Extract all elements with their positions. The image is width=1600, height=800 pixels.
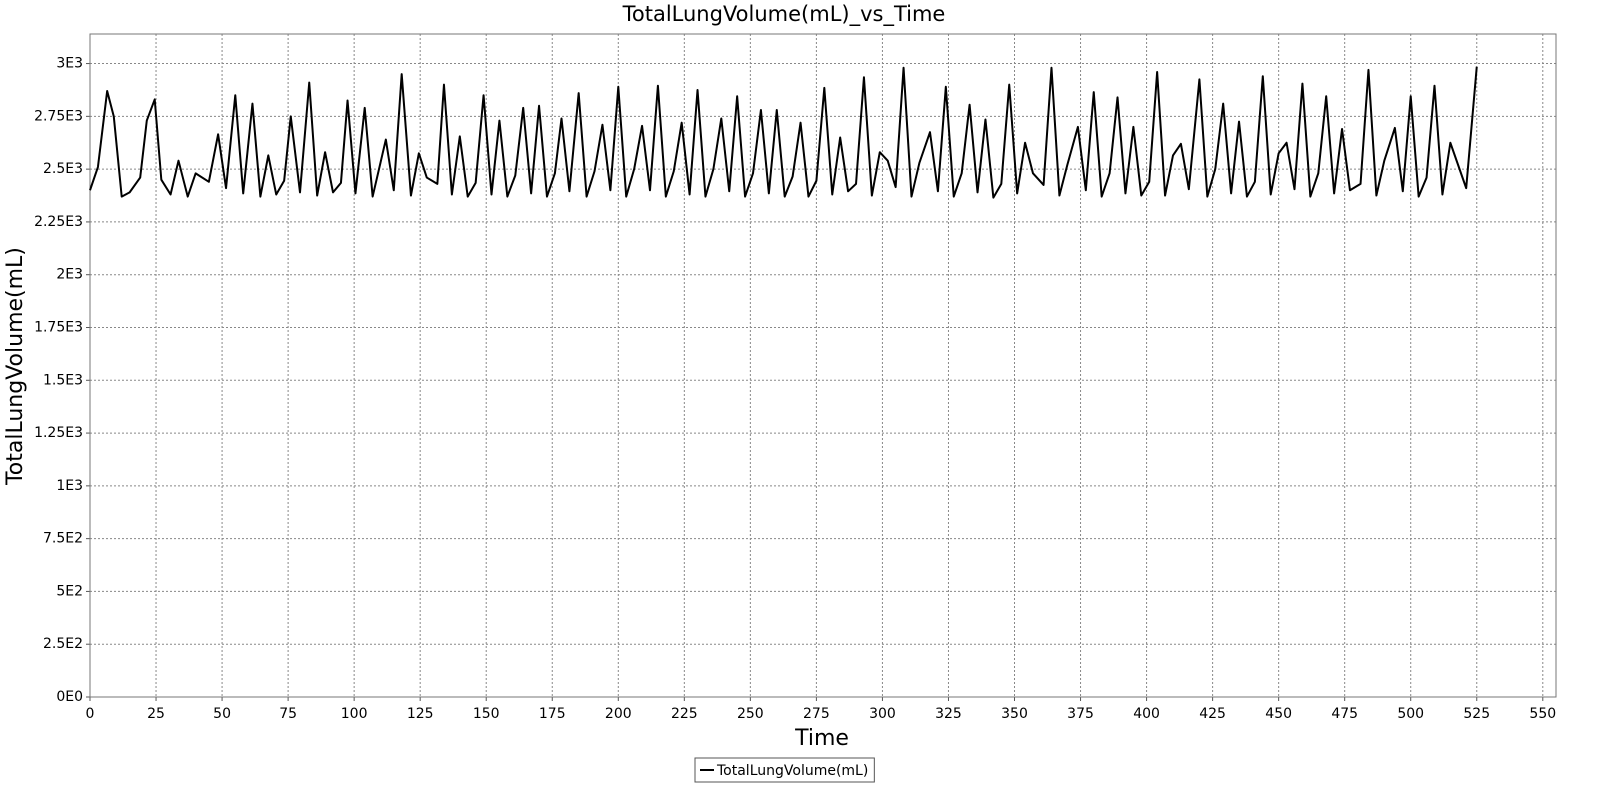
x-tick-label: 200 (605, 706, 632, 722)
x-tick-label: 350 (1001, 706, 1028, 722)
y-tick-label: 1E3 (56, 478, 83, 494)
x-tick-label: 0 (86, 706, 95, 722)
x-tick-label: 225 (671, 706, 698, 722)
x-tick-label: 425 (1199, 706, 1226, 722)
y-tick-label: 2.75E3 (34, 108, 83, 124)
y-tick-label: 0E0 (56, 689, 83, 705)
x-tick-label: 475 (1331, 706, 1358, 722)
y-tick-label: 1.25E3 (34, 425, 83, 441)
x-tick-label: 525 (1463, 706, 1490, 722)
chart-title: TotalLungVolume(mL)_vs_Time (622, 2, 946, 27)
y-tick-label: 2E3 (56, 267, 83, 283)
y-tick-label: 2.25E3 (34, 214, 83, 230)
plot-border (89, 33, 1557, 698)
plot-area (90, 34, 1556, 697)
x-tick-label: 325 (935, 706, 962, 722)
x-tick-label: 400 (1133, 706, 1160, 722)
x-tick-label: 275 (803, 706, 830, 722)
x-tick-label: 175 (539, 706, 566, 722)
x-tick-label: 75 (279, 706, 297, 722)
y-axis-label: TotalLungVolume(mL) (3, 247, 28, 486)
x-axis-label: Time (794, 726, 849, 751)
legend: TotalLungVolume(mL) (694, 757, 875, 783)
legend-box (694, 757, 875, 783)
x-tick-label: 450 (1265, 706, 1292, 722)
x-tick-label: 250 (737, 706, 764, 722)
x-tick-label: 550 (1529, 706, 1556, 722)
x-tick-label: 500 (1397, 706, 1424, 722)
y-tick-label: 1.75E3 (34, 319, 83, 335)
y-tick-label: 1.5E3 (43, 372, 83, 388)
x-tick-label: 125 (407, 706, 434, 722)
y-tick-label: 5E2 (56, 583, 83, 599)
y-tick-label: 2.5E2 (43, 636, 83, 652)
x-tick-label: 25 (147, 706, 165, 722)
legend-label: TotalLungVolume(mL) (716, 763, 868, 779)
y-tick-label: 3E3 (56, 56, 83, 72)
y-tick-label: 7.5E2 (43, 531, 83, 547)
x-tick-label: 50 (213, 706, 231, 722)
x-tick-label: 100 (341, 706, 368, 722)
x-tick-label: 300 (869, 706, 896, 722)
x-tick-label: 375 (1067, 706, 1094, 722)
y-tick-label: 2.5E3 (43, 161, 83, 177)
data-line (89, 66, 1478, 199)
x-tick-label: 150 (473, 706, 500, 722)
